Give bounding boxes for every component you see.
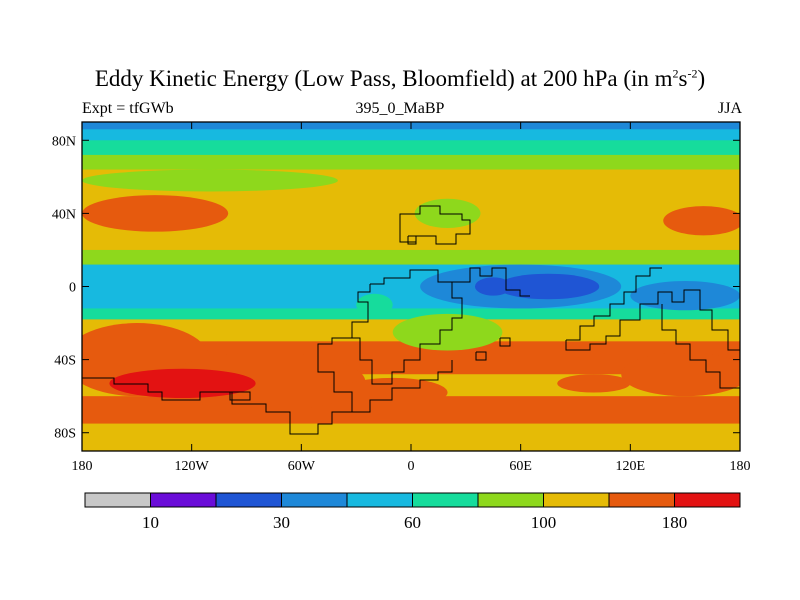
colorbar: 10 30 60 100 180	[84, 492, 741, 532]
colorbar-label: 30	[273, 513, 290, 532]
colorbar-box	[412, 492, 479, 508]
field-band	[82, 264, 740, 309]
x-tick-label: 180	[72, 459, 93, 474]
x-tick-label: 0	[408, 459, 415, 474]
season-label: JJA	[717, 100, 742, 117]
colorbar-label: 100	[531, 513, 557, 532]
axes: 180 120W 60W 0 60E 120E 180 80N 40N 0 40S 80S	[52, 122, 751, 474]
y-tick-label: 0	[69, 281, 76, 296]
experiment-label: Expt = tfGWb	[82, 100, 174, 117]
field-band	[82, 308, 740, 320]
x-tick-label: 180	[730, 459, 751, 474]
colorbar-box	[346, 492, 413, 508]
field-anomaly	[496, 273, 600, 300]
field-anomaly	[356, 293, 393, 316]
run-id-label: 395_0_MaBP	[355, 100, 445, 117]
energy-field	[82, 122, 740, 451]
y-tick-label: 80S	[54, 427, 76, 442]
colorbar-box	[215, 492, 282, 508]
field-anomaly	[557, 374, 631, 393]
field-anomaly	[82, 195, 229, 232]
field-anomaly	[82, 169, 338, 192]
field-anomaly	[663, 206, 740, 236]
x-tick-label: 60E	[509, 459, 532, 474]
field-band	[82, 140, 740, 156]
colorbar-label: 180	[662, 513, 688, 532]
y-tick-label: 80N	[52, 134, 76, 149]
field-band	[82, 154, 740, 171]
field-anomaly	[474, 277, 512, 296]
field-band	[82, 129, 740, 141]
field-anomaly	[621, 352, 740, 397]
colorbar-label: 10	[142, 513, 159, 532]
x-tick-label: 120E	[616, 459, 646, 474]
colorbar-box	[281, 492, 348, 508]
coastline-overlay	[82, 205, 740, 435]
field-anomaly	[392, 313, 503, 351]
x-tick-label: 60W	[288, 459, 316, 474]
colorbar-box	[674, 492, 741, 508]
field-anomaly	[337, 377, 448, 408]
field-anomaly	[414, 198, 481, 229]
colorbar-box	[84, 492, 151, 508]
chart-title: Eddy Kinetic Energy (Low Pass, Bloomfiel…	[94, 66, 706, 91]
field-anomaly	[109, 368, 256, 398]
colorbar-box	[150, 492, 217, 508]
colorbar-label: 60	[404, 513, 421, 532]
colorbar-box	[608, 492, 675, 508]
colorbar-box	[477, 492, 544, 508]
colorbar-box	[543, 492, 610, 508]
x-tick-label: 120W	[175, 459, 210, 474]
y-tick-label: 40N	[52, 207, 76, 222]
field-anomaly	[630, 281, 740, 311]
y-tick-label: 40S	[54, 354, 76, 369]
field-band	[82, 249, 740, 266]
